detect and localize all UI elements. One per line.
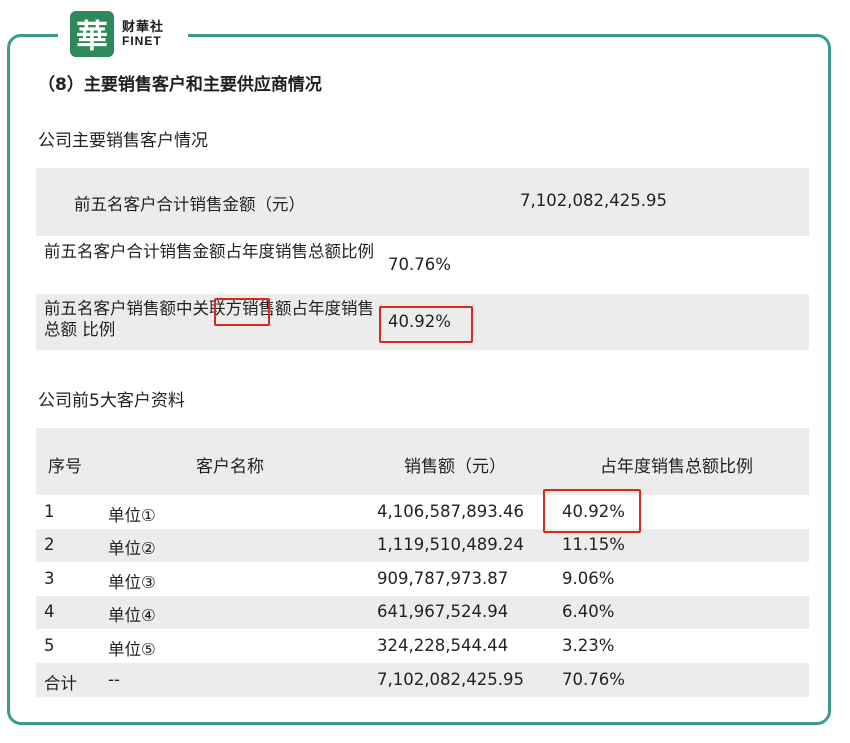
header-name: 客户名称 <box>196 457 264 477</box>
label-part: 销售额占年度销售总额 比例 <box>44 299 374 339</box>
row-name: 单位⑤ <box>108 640 156 659</box>
table-row: 3 单位③ 909,787,973.87 9.06% <box>36 562 809 596</box>
summary-value: 7,102,082,425.95 <box>520 191 667 210</box>
row-no: 5 <box>44 636 55 655</box>
row-no: 3 <box>44 569 55 588</box>
row-no: 4 <box>44 602 55 621</box>
row-amount: 324,228,544.44 <box>377 636 509 655</box>
related-party-highlight: 关联方 <box>192 299 243 318</box>
row-name: 单位② <box>108 539 156 558</box>
table-row-total: 合计 -- 7,102,082,425.95 70.76% <box>36 663 809 697</box>
table-row: 5 单位⑤ 324,228,544.44 3.23% <box>36 629 809 663</box>
summary-value: 70.76% <box>388 255 451 274</box>
row-amount: 7,102,082,425.95 <box>377 670 524 689</box>
summary-label: 前五名客户合计销售金额（元） <box>74 195 305 214</box>
row-ratio: 11.15% <box>562 535 625 554</box>
row-ratio: 9.06% <box>562 569 615 588</box>
row-ratio: 40.92% <box>562 502 625 521</box>
row-name: 单位④ <box>108 606 156 625</box>
summary-title: 公司主要销售客户情况 <box>38 131 208 151</box>
row-amount: 909,787,973.87 <box>377 569 509 588</box>
logo-name-en: FINET <box>122 33 162 48</box>
logo-name-cn: 财華社 <box>122 19 165 35</box>
row-amount: 641,967,524.94 <box>377 602 509 621</box>
table-row: 4 单位④ 641,967,524.94 6.40% <box>36 596 809 629</box>
table-header: 序号 客户名称 销售额（元） 占年度销售总额比例 <box>36 428 809 495</box>
card-frame <box>7 34 831 725</box>
logo-badge: 華 <box>70 11 114 57</box>
row-no: 合计 <box>44 674 77 693</box>
summary-row: 前五名客户合计销售金额（元） 7,102,082,425.95 <box>36 168 809 236</box>
logo-text: 财華社 FINET <box>122 21 164 47</box>
ratio-highlight-box <box>379 306 473 343</box>
summary-row: 前五名客户销售额中关联方销售额占年度销售总额 比例 40.92% <box>36 294 809 350</box>
row-no: 1 <box>44 502 55 521</box>
summary-value: 40.92% <box>388 312 451 331</box>
header-ratio: 占年度销售总额比例 <box>600 457 753 477</box>
row-ratio: 3.23% <box>562 636 615 655</box>
finet-logo: 華 财華社 FINET <box>58 6 188 62</box>
related-party-box <box>214 298 270 326</box>
row-no: 2 <box>44 535 55 554</box>
section-title: （8）主要销售客户和主要供应商情况 <box>38 75 322 95</box>
top-customer-ratio-box <box>543 489 641 533</box>
summary-label: 前五名客户销售额中关联方销售额占年度销售总额 比例 <box>44 299 374 340</box>
row-name: 单位③ <box>108 573 156 592</box>
row-name: 单位① <box>108 506 156 525</box>
header-amount: 销售额（元） <box>404 457 506 477</box>
label-part: 前五名客户销售额中 <box>44 299 193 318</box>
row-amount: 4,106,587,893.46 <box>377 502 524 521</box>
header-no: 序号 <box>48 457 82 477</box>
table-row: 1 单位① 4,106,587,893.46 40.92% <box>36 495 809 529</box>
table-row: 2 单位② 1,119,510,489.24 11.15% <box>36 529 809 562</box>
summary-row: 前五名客户合计销售金额占年度销售总额比例 70.76% <box>36 236 809 294</box>
row-amount: 1,119,510,489.24 <box>377 535 524 554</box>
row-ratio: 6.40% <box>562 602 615 621</box>
row-ratio: 70.76% <box>562 670 625 689</box>
row-name: -- <box>108 670 120 689</box>
summary-label: 前五名客户合计销售金额占年度销售总额比例 <box>44 242 374 261</box>
customers-title: 公司前5大客户资料 <box>38 391 185 411</box>
